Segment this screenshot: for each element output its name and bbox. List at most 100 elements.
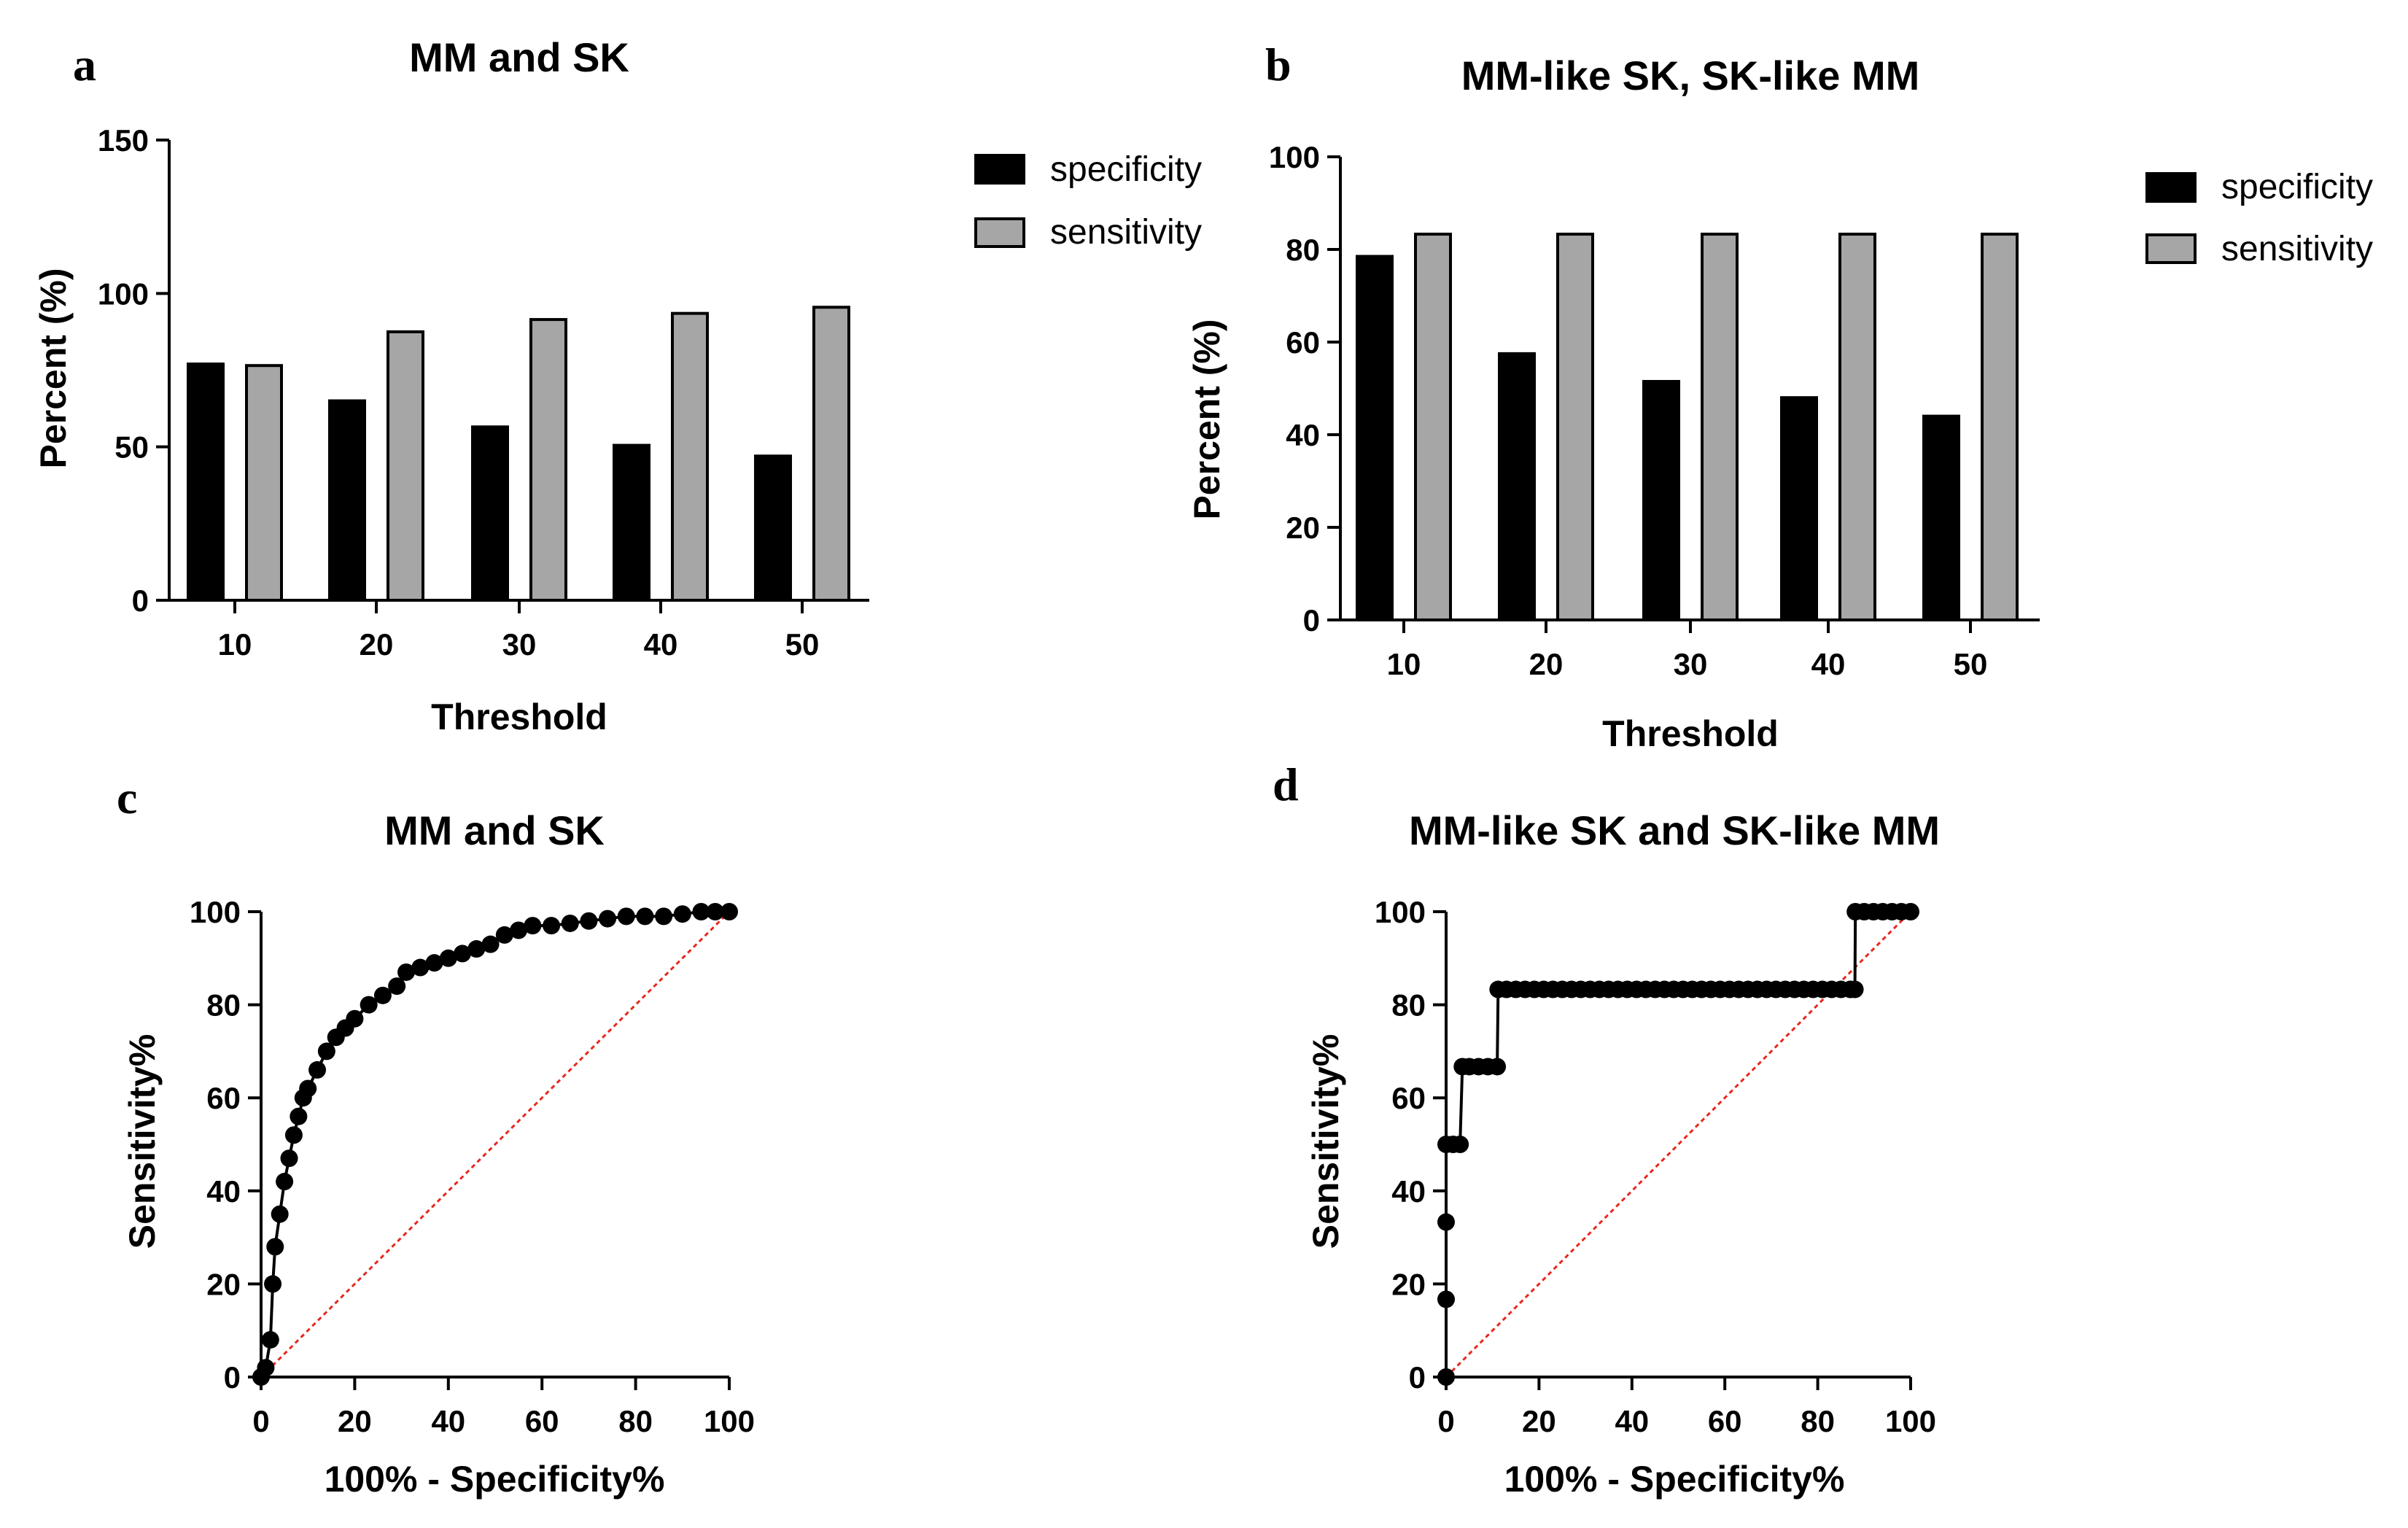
bar-specificity xyxy=(1780,396,1818,621)
roc-point xyxy=(1846,980,1864,998)
roc-point xyxy=(481,935,500,953)
panel-d: d MM-like SK and SK-like MM 100% - Speci… xyxy=(1273,759,1940,1500)
panel-c: c MM and SK 100% - Specificity% Sensitiv… xyxy=(117,772,755,1500)
bar-sensitivity xyxy=(245,364,283,602)
x-tick-label: 20 xyxy=(338,1404,372,1438)
roc-point xyxy=(308,1060,327,1079)
roc-point xyxy=(346,1009,364,1028)
legend-a-specificity-swatch xyxy=(974,154,1025,185)
x-tick-label: 50 xyxy=(785,627,820,662)
roc-point xyxy=(580,912,598,930)
roc-point xyxy=(397,963,416,981)
panel-d-ylabel: Sensitivity% xyxy=(1305,1034,1346,1249)
bar-sensitivity xyxy=(1838,233,1876,622)
panel-d-plot: 0 20 40 60 80 100 0 20 40 60 80 100 xyxy=(1375,895,1936,1438)
roc-point xyxy=(636,907,654,926)
panel-b: b MM-like SK, SK-like MM Threshold Perce… xyxy=(1186,39,2373,754)
y-tick-label: 60 xyxy=(1391,1081,1426,1115)
panel-a-letter: a xyxy=(73,39,96,90)
roc-point xyxy=(261,1330,279,1349)
legend-a-sensitivity-label: sensitivity xyxy=(1050,213,1202,252)
panel-c-title: MM and SK xyxy=(384,807,605,853)
panel-b-legend: specificity sensitivity xyxy=(2145,168,2373,268)
roc-point xyxy=(655,907,673,926)
roc-point xyxy=(673,905,691,923)
y-tick-label: 100 xyxy=(190,895,241,929)
roc-point xyxy=(271,1205,289,1223)
x-tick-label: 30 xyxy=(502,627,537,662)
y-tick-label: 40 xyxy=(1286,418,1320,452)
x-tick-label: 100 xyxy=(704,1404,755,1438)
panel-c-ylabel: Sensitivity% xyxy=(122,1034,163,1249)
x-tick-label: 50 xyxy=(1954,647,1988,681)
y-tick-label: 20 xyxy=(206,1267,241,1301)
bar-sensitivity xyxy=(671,311,709,602)
bar-sensitivity xyxy=(1701,233,1739,622)
x-tick-label: 30 xyxy=(1674,647,1708,681)
y-tick-label: 0 xyxy=(1303,603,1320,637)
panel-a-xlabel: Threshold xyxy=(431,697,607,737)
bar-sensitivity xyxy=(1556,233,1594,622)
legend-b-sensitivity-swatch xyxy=(2145,233,2197,264)
roc-point xyxy=(561,914,579,932)
panel-b-title: MM-like SK, SK-like MM xyxy=(1461,53,1920,98)
roc-point xyxy=(467,940,486,958)
y-tick-label: 150 xyxy=(98,123,149,158)
roc-point xyxy=(373,986,392,1004)
y-tick-label: 80 xyxy=(1286,233,1320,267)
panel-a-title: MM and SK xyxy=(409,34,629,80)
roc-point xyxy=(299,1079,317,1098)
legend-a-sensitivity-swatch xyxy=(974,217,1025,248)
x-tick-label: 20 xyxy=(360,627,394,662)
roc-point xyxy=(599,910,617,928)
panel-a: a MM and SK Threshold Percent (%) 0 50 100… xyxy=(33,34,1202,737)
roc-point xyxy=(1488,1058,1507,1076)
roc-point xyxy=(617,907,635,926)
roc-point xyxy=(266,1238,284,1256)
roc-point xyxy=(280,1149,298,1168)
x-tick-label: 100 xyxy=(1885,1404,1936,1438)
roc-point xyxy=(495,926,513,944)
roc-point xyxy=(1437,1290,1455,1308)
x-tick-label: 40 xyxy=(644,627,678,662)
reference-diagonal-line xyxy=(260,910,731,1378)
x-tick-label: 0 xyxy=(252,1404,269,1438)
roc-point xyxy=(1437,1213,1455,1231)
x-tick-label: 10 xyxy=(218,627,252,662)
x-tick-label: 60 xyxy=(1708,1404,1742,1438)
x-tick-label: 40 xyxy=(1615,1404,1649,1438)
x-tick-label: 20 xyxy=(1529,647,1564,681)
x-tick-label: 0 xyxy=(1437,1404,1454,1438)
bar-specificity xyxy=(613,443,650,602)
bar-specificity xyxy=(1356,255,1394,621)
panel-c-xlabel: 100% - Specificity% xyxy=(325,1459,665,1500)
roc-point xyxy=(706,903,724,920)
panel-c-plot: 0 20 40 60 80 100 0 20 40 60 80 100 xyxy=(190,895,755,1438)
y-tick-label: 40 xyxy=(1391,1174,1426,1209)
bar-specificity xyxy=(471,425,509,602)
y-tick-label: 100 xyxy=(1375,895,1426,929)
bar-specificity xyxy=(1642,379,1680,621)
roc-point xyxy=(439,949,457,967)
y-tick-label: 0 xyxy=(132,583,149,618)
x-tick-label: 80 xyxy=(618,1404,653,1438)
roc-point xyxy=(692,903,710,920)
x-tick-label: 80 xyxy=(1801,1404,1835,1438)
panel-a-plot: 0 50 100 150 10 20 30 40 50 xyxy=(98,123,869,662)
y-tick-label: 100 xyxy=(98,276,149,311)
y-tick-label: 100 xyxy=(1269,140,1320,174)
y-tick-label: 20 xyxy=(1286,511,1320,545)
panel-a-legend: specificity sensitivity xyxy=(974,150,1202,252)
x-tick-label: 40 xyxy=(1811,647,1846,681)
panel-d-xlabel: 100% - Specificity% xyxy=(1504,1459,1845,1500)
x-tick-label: 20 xyxy=(1522,1404,1556,1438)
panel-b-letter: b xyxy=(1265,39,1292,90)
x-tick-label: 60 xyxy=(525,1404,559,1438)
panel-c-letter: c xyxy=(117,772,137,823)
panel-a-ylabel: Percent (%) xyxy=(33,268,74,468)
panel-d-title: MM-like SK and SK-like MM xyxy=(1409,807,1940,853)
roc-point xyxy=(388,977,406,996)
roc-point xyxy=(360,996,378,1014)
bar-sensitivity xyxy=(1414,233,1452,622)
